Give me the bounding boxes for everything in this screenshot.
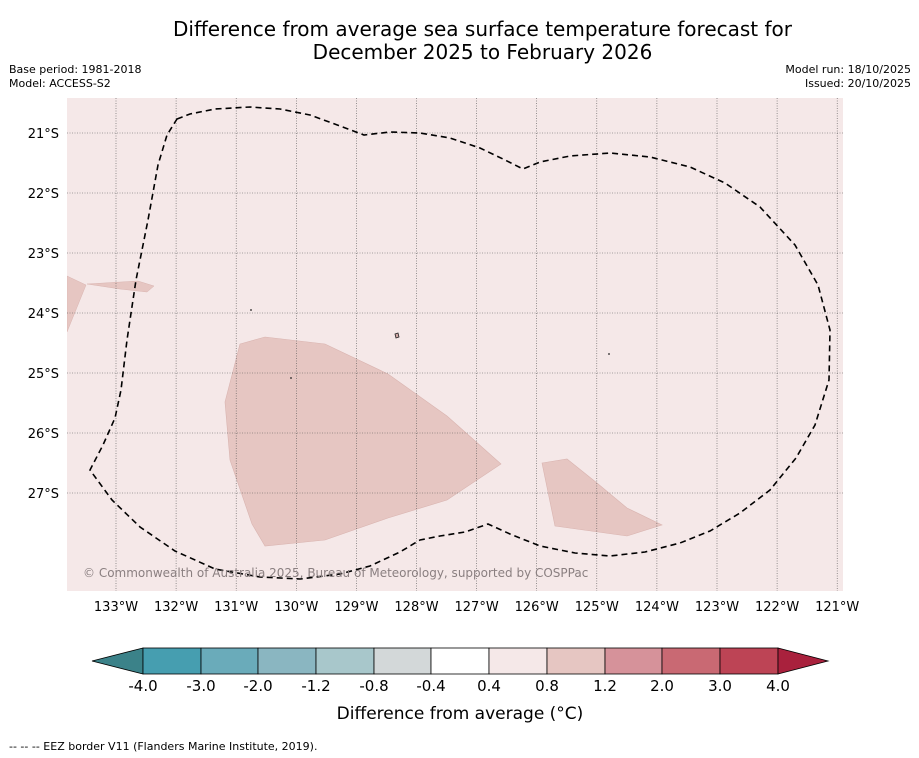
colorbar-tick-label: -0.8	[359, 677, 389, 695]
colorbar-tick-label: 1.2	[593, 677, 617, 695]
lon-labels: 133°W 132°W 131°W 130°W 129°W 128°W 127°W 126°W…	[94, 600, 860, 615]
colorbar-swatch	[661, 647, 721, 675]
map-title-line1: Difference from average sea surface temp…	[172, 17, 792, 41]
colorbar-swatch	[257, 647, 317, 675]
lon-label: 121°W	[815, 600, 859, 615]
colorbar-swatch	[315, 647, 375, 675]
lat-label: 26°S	[28, 427, 59, 442]
island	[290, 377, 292, 379]
anomaly-patch-central	[224, 336, 502, 547]
lat-label: 22°S	[28, 187, 59, 202]
lat-label: 25°S	[28, 367, 59, 382]
lon-label: 130°W	[274, 600, 318, 615]
footnote: -- -- -- EEZ border V11 (Flanders Marine…	[9, 740, 318, 753]
colorbar-swatch	[488, 647, 548, 675]
lon-label: 127°W	[455, 600, 499, 615]
colorbar-tick-label: 0.4	[477, 677, 501, 695]
island	[394, 332, 400, 339]
colorbar-swatch	[604, 647, 663, 675]
colorbar-title: Difference from average (°C)	[336, 704, 584, 724]
colorbar-tick-label: 4.0	[766, 677, 790, 695]
island	[608, 353, 610, 355]
colorbar-tick-label: -2.0	[243, 677, 273, 695]
lat-labels: 21°S 22°S 23°S 24°S 25°S 26°S 27°S	[28, 127, 59, 502]
colorbar-tick-label: 3.0	[708, 677, 732, 695]
lat-label: 27°S	[28, 487, 59, 502]
lon-label: 128°W	[394, 600, 438, 615]
colorbar-swatch	[430, 647, 490, 675]
map-title: Difference from average sea surface temp…	[60, 18, 905, 64]
colorbar-swatch	[719, 647, 779, 675]
lon-label: 125°W	[575, 600, 619, 615]
model-run: Model run: 18/10/2025	[785, 63, 911, 76]
map-title-line2: December 2025 to February 2026	[312, 40, 653, 64]
colorbar-extend-high	[777, 647, 830, 675]
lat-label: 23°S	[28, 247, 59, 262]
colorbar-swatch	[200, 647, 259, 675]
colorbar-tick-label: -0.4	[416, 677, 446, 695]
anomaly-patch-west	[67, 275, 87, 333]
colorbar-swatch	[373, 647, 432, 675]
model-name: Model: ACCESS-S2	[9, 77, 111, 90]
lat-label: 24°S	[28, 307, 59, 322]
lon-label: 124°W	[635, 600, 679, 615]
lat-label: 21°S	[28, 127, 59, 142]
colorbar-tick-label: -4.0	[128, 677, 158, 695]
colorbar	[91, 647, 830, 675]
colorbar-tick-label: -3.0	[186, 677, 216, 695]
colorbar-swatch	[142, 647, 202, 675]
anomaly-patch-strip	[86, 280, 155, 293]
colorbar-tick-label: -1.2	[301, 677, 331, 695]
copyright-notice: © Commonwealth of Australia 2025, Bureau…	[83, 566, 589, 580]
anomaly-patch-southeast	[541, 458, 663, 537]
graticule	[67, 98, 843, 591]
lon-label: 132°W	[154, 600, 198, 615]
issued-date: Issued: 20/10/2025	[804, 77, 911, 90]
map-background	[67, 98, 843, 591]
meta-left: Base period: 1981-2018 Model: ACCESS-S2	[9, 63, 141, 91]
lon-label: 122°W	[755, 600, 799, 615]
lon-label: 133°W	[94, 600, 138, 615]
lon-label: 129°W	[334, 600, 378, 615]
meta-right: Model run: 18/10/2025 Issued: 20/10/2025	[785, 63, 911, 91]
colorbar-extend-low	[91, 647, 144, 675]
lon-label: 123°W	[695, 600, 739, 615]
lon-label: 131°W	[214, 600, 258, 615]
colorbar-tick-label: 0.8	[535, 677, 559, 695]
eez-border	[89, 106, 831, 580]
colorbar-tick-label: 2.0	[650, 677, 674, 695]
island	[250, 309, 252, 311]
lon-label: 126°W	[515, 600, 559, 615]
islands	[250, 309, 610, 379]
base-period: Base period: 1981-2018	[9, 63, 142, 76]
colorbar-swatch	[546, 647, 606, 675]
